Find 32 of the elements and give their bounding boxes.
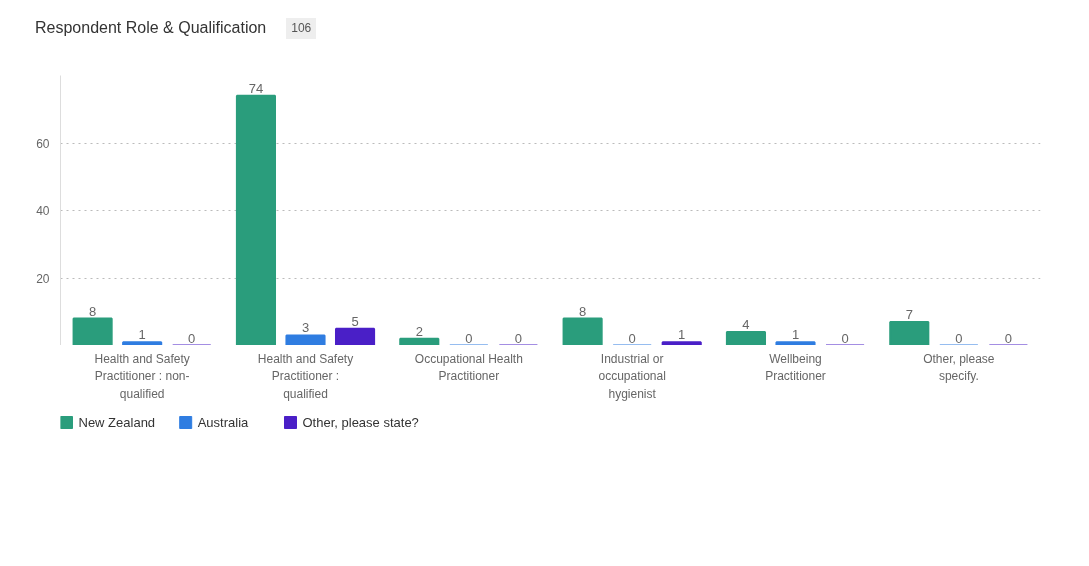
data-label: 3	[301, 320, 310, 336]
legend-label: New Zealand	[78, 414, 156, 430]
x-tick-label: Health and Safety Practitioner : qualified	[257, 351, 354, 401]
x-tick-label: Other, please specify.	[923, 351, 995, 383]
data-label: 7	[905, 306, 913, 322]
y-tick-label: 40	[36, 203, 50, 218]
x-tick-label: Wellbeing Practitioner	[765, 351, 826, 383]
data-label: 4	[742, 316, 750, 332]
data-label: 74	[248, 80, 264, 96]
data-label: 0	[188, 330, 196, 346]
y-tick-label: 20	[36, 271, 50, 286]
data-label: 5	[351, 313, 359, 329]
x-tick-label: Industrial or occupational hygienist	[598, 351, 666, 401]
data-label: 0	[514, 330, 522, 346]
data-label: 1	[138, 326, 146, 342]
data-label: 8	[579, 303, 587, 319]
data-label: 2	[415, 323, 423, 339]
data-label: 8	[89, 303, 97, 319]
data-label: 1	[678, 326, 686, 342]
legend-label: Australia	[197, 414, 250, 430]
x-tick-label: Health and Safety Practitioner : non-qualified	[94, 351, 190, 401]
data-label: 0	[841, 330, 849, 346]
data-label: 0	[955, 330, 963, 346]
data-label: 0	[1004, 330, 1012, 346]
text: 106	[291, 19, 312, 37]
chart-title: Respondent Role & Qualification	[35, 18, 267, 38]
data-label: 0	[628, 330, 636, 346]
legend-label: Other, please state?	[302, 414, 419, 430]
data-label: 1	[791, 326, 800, 342]
x-tick-label: Occupational Health Practitioner	[414, 351, 523, 383]
y-tick-label: 60	[36, 136, 50, 151]
data-label: 0	[465, 330, 473, 346]
